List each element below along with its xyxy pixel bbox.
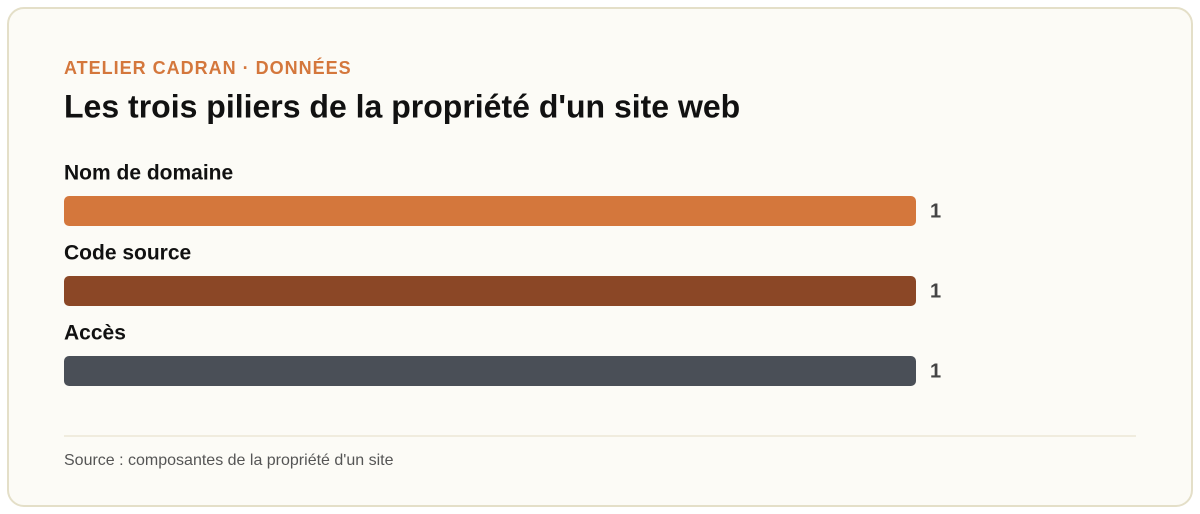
- category-label: Accès: [64, 322, 126, 345]
- bar: [64, 276, 916, 306]
- chart-title: Les trois piliers de la propriété d'un s…: [64, 88, 740, 124]
- value-label: 1: [930, 360, 941, 382]
- chart-kicker: ATELIER CADRAN · DONNÉES: [64, 57, 352, 78]
- value-label: 1: [930, 280, 941, 302]
- bar: [64, 356, 916, 386]
- bar: [64, 196, 916, 226]
- value-label: 1: [930, 200, 941, 222]
- category-label: Code source: [64, 242, 191, 265]
- category-label: Nom de domaine: [64, 162, 233, 185]
- source-note: Source : composantes de la propriété d'u…: [64, 452, 394, 469]
